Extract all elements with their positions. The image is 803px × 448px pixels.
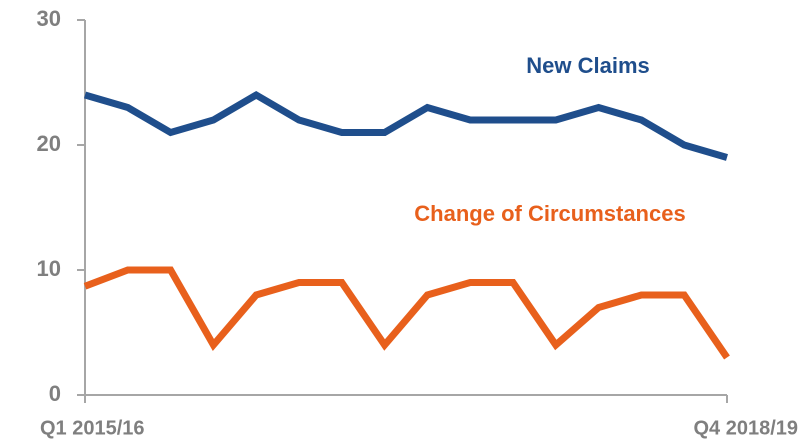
series-label: New Claims bbox=[526, 53, 650, 78]
series-line bbox=[83, 266, 730, 360]
y-tick-label: 10 bbox=[37, 256, 61, 281]
x-tick-label: Q1 2015/16 bbox=[40, 417, 145, 439]
y-tick-label: 30 bbox=[37, 6, 61, 31]
series-label: Change of Circumstances bbox=[414, 201, 685, 226]
series-line bbox=[84, 90, 728, 161]
x-tick-label: Q4 2018/19 bbox=[693, 417, 798, 439]
y-tick-label: 0 bbox=[49, 381, 61, 406]
y-tick-label: 20 bbox=[37, 131, 61, 156]
